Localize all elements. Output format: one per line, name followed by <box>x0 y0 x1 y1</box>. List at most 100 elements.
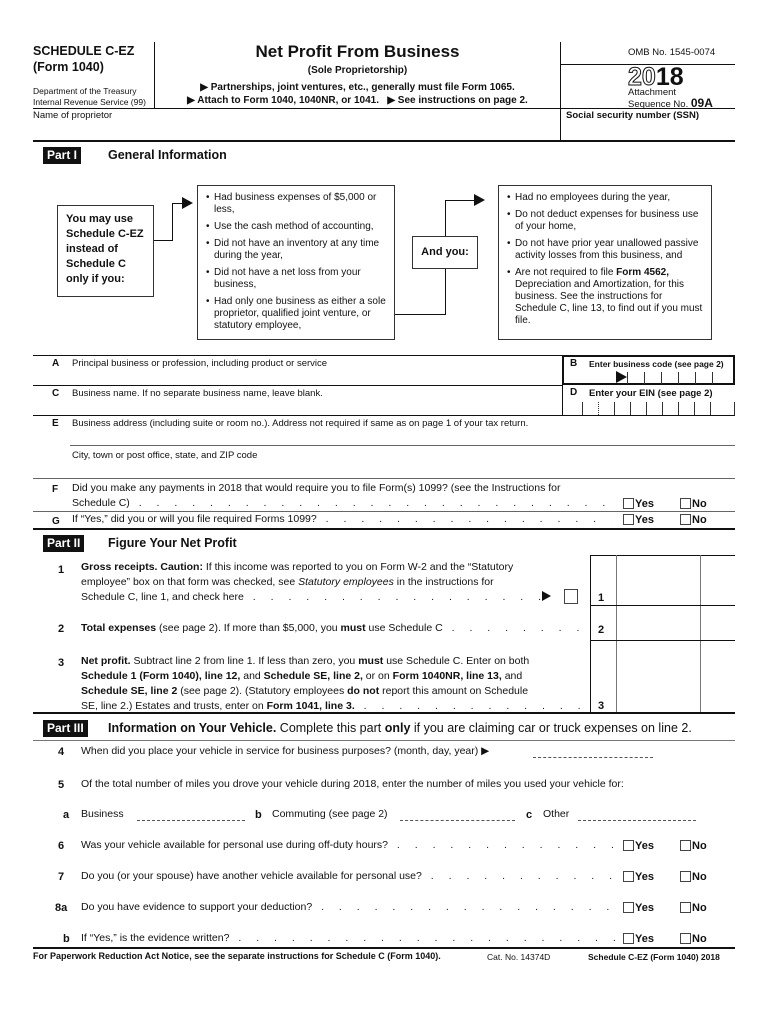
line-7-text: Do you (or your spouse) have another veh… <box>81 870 616 882</box>
checkbox[interactable] <box>680 498 691 509</box>
eligibility-box: You may use Schedule C-EZ instead of Sch… <box>57 205 154 297</box>
net-profit-input[interactable] <box>618 692 698 710</box>
no-label: No <box>692 840 707 852</box>
line-f-label: Did you make any payments in 2018 that w… <box>72 482 561 494</box>
text-segment: SE, line 2.) Estates and trusts, enter o… <box>81 700 267 712</box>
part3-title: Information on Your Vehicle. Complete th… <box>108 721 692 735</box>
text-segment: If “Yes,” did you or will you file requi… <box>72 513 317 525</box>
gross-receipts-input[interactable] <box>618 585 698 603</box>
condition-item: Use the cash method of accounting, <box>206 221 386 233</box>
no-label: No <box>692 498 707 510</box>
line-6-number: 6 <box>58 840 65 852</box>
line-5c-letter: c <box>526 809 533 821</box>
line-8a-number: 8a <box>55 902 68 914</box>
line-1-box-number: 1 <box>598 592 605 604</box>
line-d-letter: D <box>570 387 578 398</box>
commuting-miles-input[interactable] <box>400 820 515 821</box>
line-d-label: Enter your EIN (see page 2) <box>589 388 713 399</box>
checkbox[interactable] <box>680 840 691 851</box>
text-segment: Schedule C) <box>72 497 130 509</box>
ein-input[interactable] <box>583 401 733 414</box>
condition-item: Had no employees during the year, <box>507 192 703 204</box>
business-address-input[interactable] <box>72 430 732 444</box>
ssn-input[interactable] <box>566 122 734 138</box>
line-7-number: 7 <box>58 871 65 883</box>
line-e-label: Business address (including suite or roo… <box>72 418 529 429</box>
line-7-yes[interactable]: Yes <box>623 871 654 883</box>
part1-badge: Part I <box>43 147 82 164</box>
partnership-note: ▶ Partnerships, joint ventures, etc., ge… <box>200 82 515 93</box>
part3-badge: Part III <box>43 720 88 737</box>
line-7-no[interactable]: No <box>680 871 707 883</box>
checkbox[interactable] <box>623 514 634 525</box>
may-use-text: You may use Schedule C-EZ instead of Sch… <box>66 213 144 285</box>
line-f-no[interactable]: No <box>680 498 707 510</box>
text-segment: in the instructions for <box>393 576 494 588</box>
text-segment: Net profit. <box>81 655 131 667</box>
line-e-letter: E <box>52 418 59 429</box>
text-segment: must <box>358 655 384 667</box>
text-segment: or on <box>362 670 393 682</box>
form-number: (Form 1040) <box>33 60 104 74</box>
statutory-employee-checkbox[interactable] <box>564 589 578 604</box>
checkbox[interactable] <box>623 871 634 882</box>
text-segment: Statutory employees <box>298 576 394 588</box>
line-3-number: 3 <box>58 657 65 669</box>
text-segment: Form 4562, <box>616 267 669 278</box>
condition-item: Did not have an inventory at any time du… <box>206 238 386 262</box>
text-segment: must <box>340 622 366 634</box>
business-code-input[interactable] <box>628 371 732 384</box>
conditions-list-2: Had no employees during the year, Do not… <box>499 186 711 338</box>
line-g-no[interactable]: No <box>680 514 707 526</box>
condition-item: Do not deduct expenses for business use … <box>507 209 703 233</box>
line-g-yes[interactable]: Yes <box>623 514 654 526</box>
checkbox[interactable] <box>680 871 691 882</box>
checkbox[interactable] <box>623 902 634 913</box>
sequence-label: Sequence No. <box>628 99 689 110</box>
line-6-yes[interactable]: Yes <box>623 840 654 852</box>
text-segment: report this amount on Schedule <box>379 685 529 697</box>
attach-note: ▶ Attach to Form 1040, 1040NR, or 1041. … <box>187 95 528 106</box>
line-3-box-number: 3 <box>598 700 605 712</box>
checkbox[interactable] <box>623 933 634 944</box>
line-8b-no[interactable]: No <box>680 933 707 945</box>
in-service-date-line[interactable] <box>533 757 653 758</box>
text-segment: Depreciation and Amortization, for this … <box>515 279 703 326</box>
proprietor-name-input[interactable] <box>33 122 558 138</box>
checkbox[interactable] <box>623 840 634 851</box>
checkbox[interactable] <box>680 514 691 525</box>
line-8a-yes[interactable]: Yes <box>623 902 654 914</box>
condition-item: Are not required to file Form 4562, Depr… <box>507 267 703 327</box>
text-segment: Information on Your Vehicle. <box>108 721 277 735</box>
line-f-label-cont: Schedule C) . . . . . . . . . . . . . . … <box>72 497 612 509</box>
text-segment: Schedule SE, line 2, <box>263 670 363 682</box>
year-outline: 20 <box>628 63 657 92</box>
text-segment: employee” box on that form was checked, … <box>81 576 299 588</box>
text-segment: if you are claiming car or truck expense… <box>410 721 692 735</box>
and-you-text: And you: <box>421 246 469 258</box>
condition-item: Had only one business as either a sole p… <box>206 296 386 332</box>
text-segment: Form 1041, line 3. <box>266 700 355 712</box>
principal-business-input[interactable] <box>72 370 560 384</box>
checkbox[interactable] <box>680 902 691 913</box>
business-miles-label: Business <box>81 808 124 820</box>
business-name-input[interactable] <box>72 400 560 414</box>
attachment-label: Attachment <box>628 87 677 98</box>
total-expenses-input[interactable] <box>618 620 698 638</box>
checkbox[interactable] <box>623 498 634 509</box>
text-segment: Was your vehicle available for personal … <box>81 839 389 851</box>
text-segment: use Schedule C <box>365 622 443 634</box>
other-miles-input[interactable] <box>578 820 696 821</box>
line-3-text: Net profit. Subtract line 2 from line 1.… <box>81 654 586 714</box>
business-miles-input[interactable] <box>137 820 245 821</box>
other-miles-label: Other <box>543 808 570 820</box>
line-f-yes[interactable]: Yes <box>623 498 654 510</box>
checkbox[interactable] <box>680 933 691 944</box>
line-8a-no[interactable]: No <box>680 902 707 914</box>
line-6-no[interactable]: No <box>680 840 707 852</box>
arrow-right-icon <box>182 197 193 209</box>
line-1-number: 1 <box>58 564 65 576</box>
line-8b-text: If “Yes,” is the evidence written? . . .… <box>81 932 616 944</box>
line-8b-yes[interactable]: Yes <box>623 933 654 945</box>
city-state-zip-input[interactable] <box>72 462 732 476</box>
